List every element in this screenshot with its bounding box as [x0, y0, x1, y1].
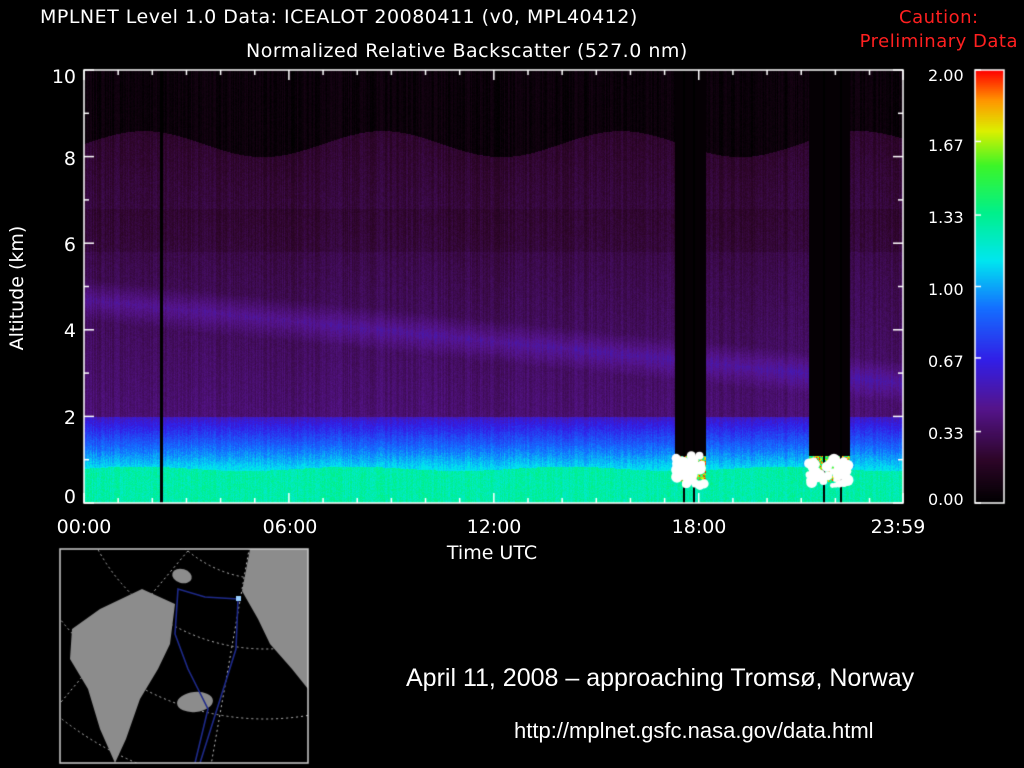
y-tick-label: 6: [63, 234, 76, 256]
y-tick-label: 8: [63, 148, 76, 170]
colorbar-tick-label: 0.67: [928, 352, 964, 371]
y-axis-label: Altitude (km): [6, 225, 28, 351]
caution-notice: Caution: Preliminary Data: [860, 6, 1018, 54]
colorbar-tick-label: 2.00: [928, 66, 964, 85]
x-tick-label: 12:00: [466, 516, 522, 538]
preliminary-data-label: Preliminary Data: [859, 31, 1018, 52]
chart-title: MPLNET Level 1.0 Data: ICEALOT 20080411 …: [40, 6, 638, 28]
colorbar-tick-label: 0.00: [928, 490, 964, 509]
slide-caption: April 11, 2008 – approaching Tromsø, Nor…: [406, 664, 915, 692]
colorbar-tick-label: 0.33: [928, 424, 964, 443]
x-tick-label: 06:00: [262, 516, 318, 538]
chart-subtitle: Normalized Relative Backscatter (527.0 n…: [246, 40, 688, 62]
x-tick-label: 18:00: [671, 516, 727, 538]
x-tick-label: 00:00: [56, 516, 112, 538]
caution-label: Caution:: [899, 7, 979, 28]
x-tick-label: 23:59: [870, 516, 926, 538]
y-tick-label: 10: [51, 66, 76, 88]
x-axis-label: Time UTC: [446, 542, 538, 564]
colorbar-tick-label: 1.00: [928, 280, 964, 299]
y-tick-label: 2: [63, 407, 76, 429]
source-url-link[interactable]: http://mplnet.gsfc.nasa.gov/data.html: [514, 718, 874, 743]
colorbar-tick-label: 1.33: [928, 208, 964, 227]
y-tick-label: 4: [63, 320, 76, 342]
colorbar-tick-label: 1.67: [928, 136, 964, 155]
y-tick-label: 0: [63, 486, 76, 508]
